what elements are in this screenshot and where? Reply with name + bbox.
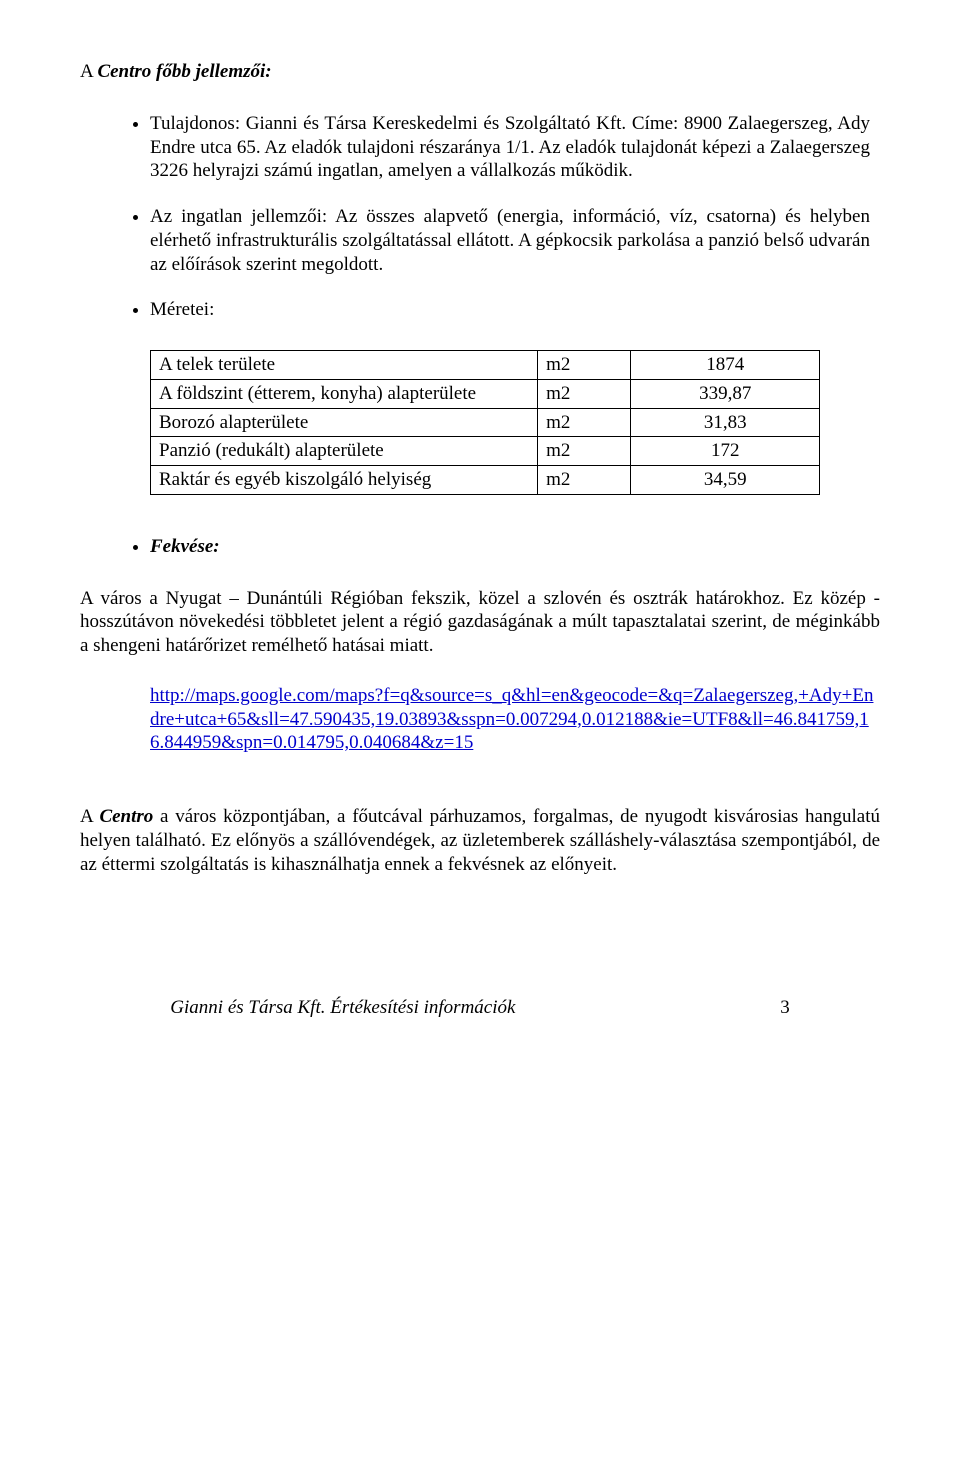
cell-value: 172	[631, 437, 820, 466]
cell-name: A telek területe	[151, 351, 538, 380]
footer-text: Gianni és Társa Kft. Értékesítési inform…	[170, 997, 515, 1018]
bullet-fekvese: Fekvése:	[150, 535, 880, 559]
cell-value: 31,83	[631, 408, 820, 437]
title-prefix: A	[80, 61, 97, 82]
table-row: Borozó alapterületem231,83	[151, 408, 820, 437]
sizes-table-body: A telek területem21874A földszint (étter…	[151, 351, 820, 495]
bullet-sizes-label: Méretei:	[150, 298, 880, 322]
cell-unit: m2	[538, 379, 631, 408]
page-footer: Gianni és Társa Kft. Értékesítési inform…	[80, 996, 880, 1020]
bullet-list-2: Fekvése:	[80, 535, 880, 559]
page-number: 3	[780, 996, 790, 1020]
cell-unit: m2	[538, 408, 631, 437]
cell-unit: m2	[538, 351, 631, 380]
cell-unit: m2	[538, 466, 631, 495]
closing-text: a város központjában, a főutcával párhuz…	[80, 806, 880, 875]
cell-value: 34,59	[631, 466, 820, 495]
cell-name: Panzió (redukált) alapterülete	[151, 437, 538, 466]
cell-name: A földszint (étterem, konyha) alapterüle…	[151, 379, 538, 408]
table-row: A földszint (étterem, konyha) alapterüle…	[151, 379, 820, 408]
bullet-features: Az ingatlan jellemzői: Az összes alapvet…	[150, 205, 880, 276]
bullet-list: Tulajdonos: Gianni és Társa Kereskedelmi…	[80, 112, 880, 322]
cell-name: Borozó alapterülete	[151, 408, 538, 437]
bullet-owner: Tulajdonos: Gianni és Társa Kereskedelmi…	[150, 112, 880, 183]
sizes-table: A telek területem21874A földszint (étter…	[150, 350, 820, 495]
table-row: A telek területem21874	[151, 351, 820, 380]
map-link-block: http://maps.google.com/maps?f=q&source=s…	[150, 684, 880, 755]
cell-value: 1874	[631, 351, 820, 380]
fekvese-label: Fekvése:	[150, 536, 220, 557]
cell-unit: m2	[538, 437, 631, 466]
title-suffix: főbb jellemzői:	[151, 61, 271, 82]
brand-name: Centro	[97, 61, 151, 82]
closing-prefix: A	[80, 806, 99, 827]
cell-value: 339,87	[631, 379, 820, 408]
closing-brand: Centro	[99, 806, 153, 827]
fekvese-paragraph: A város a Nyugat – Dunántúli Régióban fe…	[80, 587, 880, 658]
table-row: Raktár és egyéb kiszolgáló helyiségm234,…	[151, 466, 820, 495]
map-link[interactable]: http://maps.google.com/maps?f=q&source=s…	[150, 685, 873, 754]
closing-paragraph: A Centro a város központjában, a főutcáv…	[80, 805, 880, 876]
cell-name: Raktár és egyéb kiszolgáló helyiség	[151, 466, 538, 495]
page-title: A Centro főbb jellemzői:	[80, 60, 880, 84]
table-row: Panzió (redukált) alapterületem2172	[151, 437, 820, 466]
